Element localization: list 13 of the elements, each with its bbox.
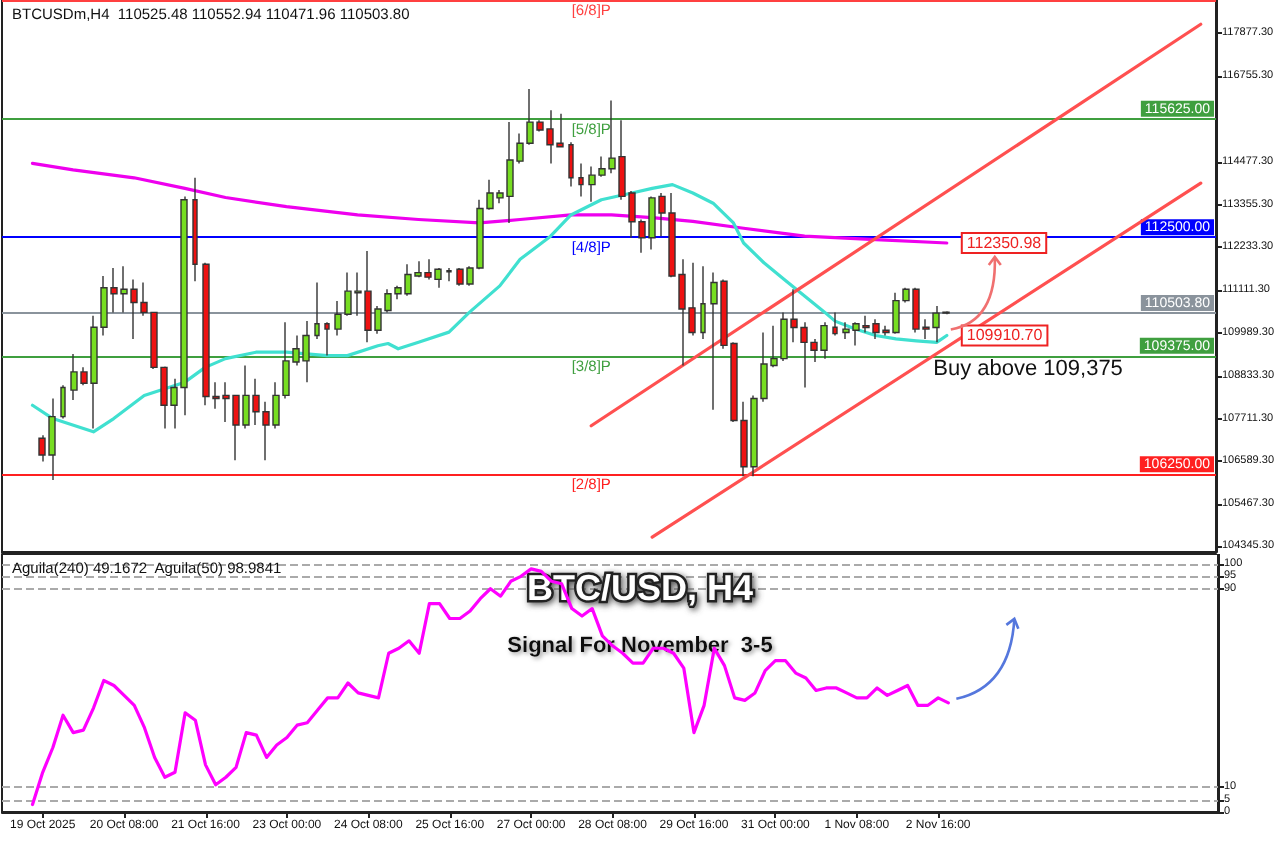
- candlestick: [314, 281, 320, 340]
- data-label: 112350.98: [966, 233, 1043, 252]
- candlestick: [60, 384, 66, 420]
- candlestick: [192, 177, 198, 283]
- candlestick: [446, 267, 452, 283]
- candlestick: [568, 141, 574, 188]
- candlestick: [324, 321, 330, 357]
- candlestick: [700, 265, 706, 340]
- annotation: Buy above 109,375: [933, 356, 1123, 381]
- candlestick: [832, 311, 838, 337]
- line-series: [30, 161, 949, 245]
- candlestick: [578, 162, 584, 198]
- data-label: 109910.70: [966, 326, 1044, 345]
